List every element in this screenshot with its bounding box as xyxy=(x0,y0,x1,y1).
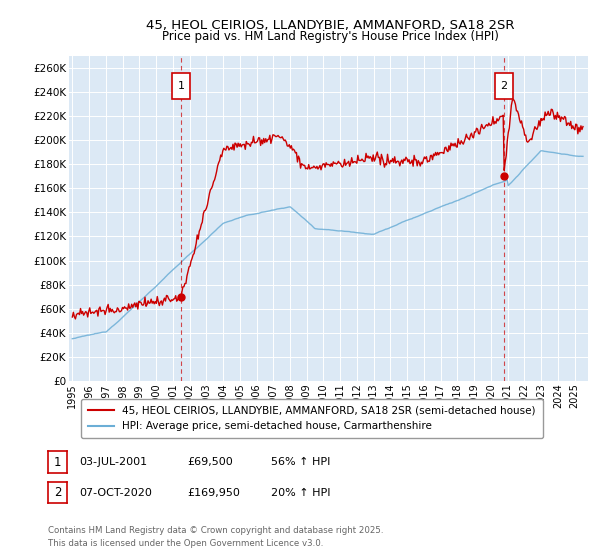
Text: £69,500: £69,500 xyxy=(187,457,233,467)
Text: 1: 1 xyxy=(54,455,61,469)
Text: 03-JUL-2001: 03-JUL-2001 xyxy=(79,457,148,467)
Text: £169,950: £169,950 xyxy=(187,488,240,498)
Bar xyxy=(494,73,513,99)
Text: 07-OCT-2020: 07-OCT-2020 xyxy=(79,488,152,498)
Text: 2: 2 xyxy=(500,81,508,91)
Text: Contains HM Land Registry data © Crown copyright and database right 2025.
This d: Contains HM Land Registry data © Crown c… xyxy=(48,526,383,548)
Text: 56% ↑ HPI: 56% ↑ HPI xyxy=(271,457,331,467)
Text: 2: 2 xyxy=(54,486,61,500)
Text: 45, HEOL CEIRIOS, LLANDYBIE, AMMANFORD, SA18 2SR: 45, HEOL CEIRIOS, LLANDYBIE, AMMANFORD, … xyxy=(146,18,514,32)
Text: Price paid vs. HM Land Registry's House Price Index (HPI): Price paid vs. HM Land Registry's House … xyxy=(161,30,499,43)
Text: 1: 1 xyxy=(178,81,185,91)
Text: 20% ↑ HPI: 20% ↑ HPI xyxy=(271,488,331,498)
Bar xyxy=(172,73,190,99)
Legend: 45, HEOL CEIRIOS, LLANDYBIE, AMMANFORD, SA18 2SR (semi-detached house), HPI: Ave: 45, HEOL CEIRIOS, LLANDYBIE, AMMANFORD, … xyxy=(81,399,543,438)
